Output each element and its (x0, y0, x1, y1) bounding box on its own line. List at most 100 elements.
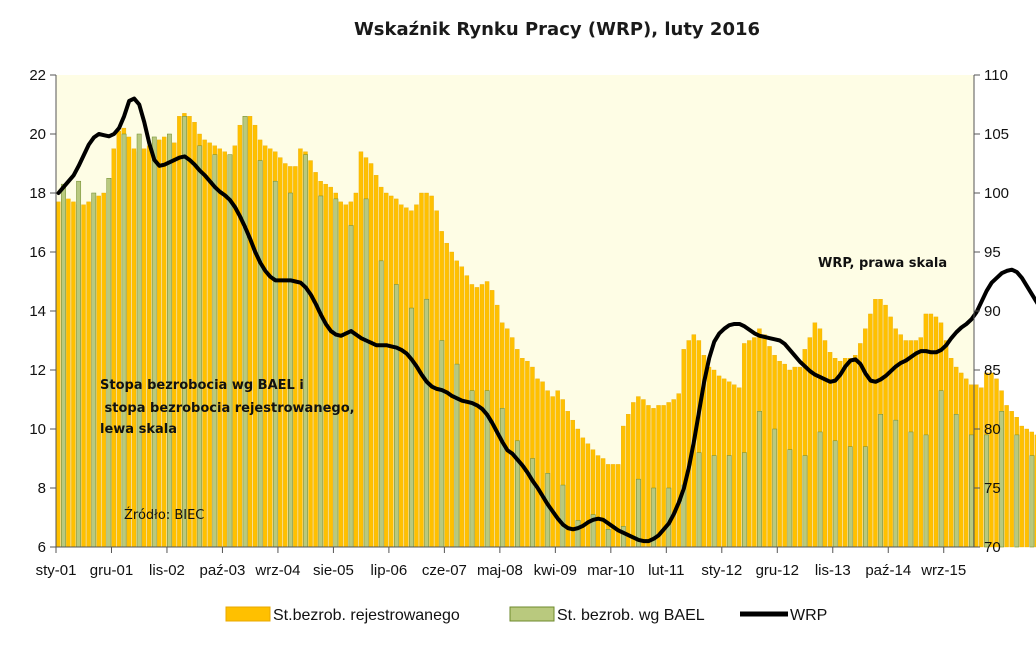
bar-registered (974, 384, 979, 548)
wrp-line-group (56, 96, 1036, 544)
bar-registered (767, 346, 772, 548)
bar-bael (454, 363, 460, 548)
bar-bael (696, 452, 702, 548)
bar-bael (272, 180, 278, 548)
bar-bael (530, 458, 535, 548)
x-tick-label: lis-13 (815, 562, 851, 579)
legend-label-wrp: WRP (790, 607, 827, 624)
bar-registered (1009, 411, 1014, 548)
bar-bael (847, 446, 853, 548)
x-tick-label: sty-12 (701, 562, 742, 579)
bar-registered (278, 157, 283, 548)
bar-bael (802, 455, 808, 548)
bar-bael (575, 520, 581, 548)
bar-bael (394, 284, 399, 548)
right-tick-label: 105 (984, 126, 1009, 143)
left-tick-label: 22 (29, 67, 46, 84)
bar-registered (958, 372, 964, 548)
bar-registered (812, 322, 818, 548)
bar-registered (479, 284, 485, 548)
bar-bael (363, 198, 369, 548)
bar-registered (943, 340, 949, 548)
bar-bael (167, 133, 172, 548)
bar-bael (76, 180, 82, 548)
bar-bael (817, 431, 823, 548)
bar-registered (656, 405, 661, 548)
bar-bael (832, 440, 838, 548)
right-tick-label: 110 (984, 67, 1008, 84)
bar-registered (383, 192, 389, 548)
x-tick-label: kwi-09 (534, 562, 577, 579)
bar-bael (348, 225, 354, 548)
x-tick-label: lut-11 (648, 562, 684, 579)
bar-bael (908, 431, 914, 548)
x-tick-label: sie-05 (313, 562, 354, 579)
bar-registered (721, 378, 727, 548)
left-tick-label: 20 (29, 126, 46, 143)
bar-bael (257, 160, 263, 548)
bar-registered (131, 148, 137, 548)
bar-registered (267, 148, 273, 548)
bar-bael (711, 455, 717, 548)
legend-label-bael: St. bezrob. wg BAEL (557, 607, 705, 624)
bar-registered (858, 343, 863, 548)
bar-registered (732, 384, 737, 548)
bar-bael (545, 473, 551, 548)
bar-registered (928, 313, 934, 548)
bar-bael (333, 198, 339, 548)
bar-registered (298, 148, 303, 548)
bar-registered (343, 204, 349, 548)
bar-bael (469, 390, 475, 548)
bar-bael (61, 183, 66, 548)
bar-bael (242, 116, 248, 548)
bar-bael (636, 478, 641, 548)
bar-registered (822, 340, 828, 548)
bar-registered (964, 378, 969, 548)
bar-registered (580, 437, 586, 548)
bar-registered (918, 337, 924, 548)
bar-registered (464, 275, 470, 548)
bar-bael (999, 411, 1005, 548)
legend-swatch-bael (509, 606, 555, 622)
bar-registered (550, 396, 555, 548)
bar-registered (373, 175, 379, 548)
bar-registered (797, 366, 802, 548)
right-tick-label: 75 (984, 480, 1001, 497)
bar-bael (136, 133, 142, 548)
bar-bael (378, 260, 384, 548)
x-tick-label: gru-12 (756, 562, 799, 579)
bar-registered (146, 145, 152, 548)
bar-registered (71, 201, 76, 548)
bar-bael (303, 154, 308, 548)
bar-registered (1024, 428, 1029, 548)
bar-registered (1004, 405, 1009, 548)
bar-registered (414, 204, 419, 548)
bar-bael (227, 154, 233, 548)
x-tick-label: wrz-04 (254, 562, 300, 579)
bar-bael (439, 340, 445, 548)
bar-bael (605, 529, 611, 548)
bar-registered (837, 360, 843, 548)
bar-registered (1034, 434, 1036, 548)
chart-title: Wskaźnik Rynku Pracy (WRP), luty 2016 (354, 19, 760, 40)
bar-bael (984, 434, 989, 548)
legend-label-registered: St.bezrob. rejestrowanego (273, 607, 460, 624)
bar-registered (585, 443, 591, 548)
bar-bael (938, 390, 944, 548)
left-scale-label-line1: Stopa bezrobocia wg BAEL i (100, 378, 304, 393)
x-tick-label: mar-10 (587, 562, 635, 579)
left-tick-label: 14 (29, 303, 46, 320)
bar-registered (555, 390, 560, 548)
bar-registered (525, 360, 530, 548)
bar-registered (162, 136, 167, 548)
bar-registered (868, 313, 873, 548)
bar-registered (883, 304, 888, 548)
bar-registered (716, 375, 722, 548)
bar-registered (338, 201, 343, 548)
bar-bael (91, 192, 97, 548)
x-tick-label: wrz-15 (920, 562, 966, 579)
bar-registered (293, 166, 298, 548)
bar-registered (747, 340, 752, 548)
bar-registered (86, 201, 91, 548)
source-label: Źródło: BIEC (124, 507, 204, 523)
